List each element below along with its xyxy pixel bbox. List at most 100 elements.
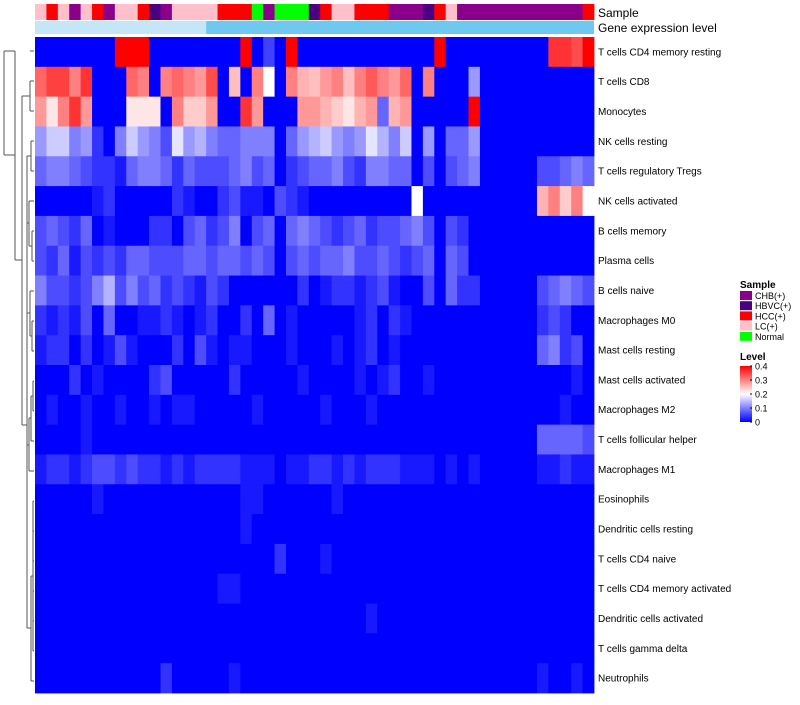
sample-annotation-cell bbox=[571, 4, 583, 20]
heatmap-cell bbox=[240, 66, 253, 98]
heatmap-cell bbox=[548, 37, 561, 68]
heatmap-cell bbox=[114, 66, 127, 98]
heatmap-cell bbox=[468, 275, 481, 306]
heatmap-cell bbox=[228, 454, 241, 485]
heatmap-cell bbox=[457, 365, 469, 396]
heatmap-cell bbox=[502, 275, 515, 306]
row-label: B cells memory bbox=[598, 226, 666, 237]
heatmap-cell bbox=[445, 126, 458, 157]
heatmap-cell bbox=[194, 37, 207, 68]
heatmap-cell bbox=[479, 305, 492, 336]
sample-annotation-cell bbox=[582, 4, 595, 20]
heatmap-cell bbox=[126, 186, 139, 217]
heatmap-cell bbox=[320, 573, 333, 604]
sample-annotation-cell bbox=[114, 4, 127, 20]
heatmap-cell bbox=[171, 186, 184, 217]
heatmap-cell bbox=[103, 514, 116, 545]
heatmap-cell bbox=[217, 305, 230, 336]
heatmap-cell bbox=[468, 96, 481, 127]
heatmap-cell bbox=[411, 454, 424, 485]
sample-annotation-cell bbox=[320, 4, 333, 20]
heatmap-cell bbox=[149, 365, 161, 396]
heatmap-cell bbox=[479, 335, 492, 366]
heatmap-cell bbox=[297, 186, 310, 217]
heatmap-cell bbox=[377, 573, 390, 604]
heatmap-cell bbox=[149, 126, 161, 157]
heatmap-cell bbox=[354, 543, 367, 575]
heatmap-cell bbox=[502, 365, 515, 396]
heatmap-cell bbox=[240, 663, 253, 694]
heatmap-cell bbox=[240, 573, 253, 604]
heatmap-cell bbox=[331, 514, 344, 545]
heatmap-cell bbox=[103, 365, 116, 396]
heatmap-cell bbox=[536, 663, 549, 694]
heatmap-cell bbox=[502, 66, 515, 98]
heatmap-cell bbox=[548, 156, 561, 187]
heatmap-cell bbox=[274, 424, 287, 455]
heatmap-cell bbox=[400, 394, 412, 426]
heatmap-cell bbox=[457, 454, 469, 485]
heatmap-cell bbox=[240, 37, 253, 68]
row-label: Neutrophils bbox=[598, 674, 649, 685]
heatmap-cell bbox=[548, 543, 561, 575]
heatmap-cell bbox=[149, 454, 161, 485]
heatmap-cell bbox=[559, 215, 572, 247]
heatmap-cell bbox=[377, 603, 390, 634]
heatmap-cell bbox=[571, 633, 583, 664]
heatmap-cell bbox=[422, 454, 435, 485]
heatmap-cell bbox=[35, 573, 47, 604]
heatmap-cell bbox=[331, 156, 344, 187]
heatmap-cell bbox=[103, 394, 116, 426]
heatmap-cell bbox=[274, 186, 287, 217]
heatmap-cell bbox=[536, 454, 549, 485]
heatmap-cell bbox=[320, 186, 333, 217]
heatmap-cell bbox=[434, 663, 447, 694]
heatmap-cell bbox=[434, 66, 447, 98]
heatmap-cell bbox=[354, 186, 367, 217]
heatmap-cell bbox=[57, 454, 70, 485]
heatmap-cell bbox=[468, 335, 481, 366]
heatmap-cell bbox=[582, 156, 595, 187]
heatmap-cell bbox=[400, 335, 412, 366]
heatmap-cell bbox=[411, 245, 424, 276]
heatmap-cell bbox=[400, 573, 412, 604]
heatmap-cell bbox=[274, 245, 287, 276]
heatmap-cell bbox=[171, 514, 184, 545]
heatmap-cell bbox=[251, 394, 264, 426]
heatmap-cell bbox=[57, 424, 70, 455]
heatmap-cell bbox=[536, 126, 549, 157]
heatmap-cell bbox=[57, 275, 70, 306]
heatmap-cell bbox=[251, 66, 264, 98]
heatmap-cell bbox=[422, 37, 435, 68]
row-label: T cells CD4 memory resting bbox=[598, 47, 721, 58]
heatmap-cell bbox=[160, 633, 173, 664]
heatmap-cell bbox=[274, 603, 287, 634]
heatmap-cell bbox=[548, 365, 561, 396]
heatmap-cell bbox=[548, 484, 561, 515]
heatmap-cell bbox=[217, 275, 230, 306]
heatmap-cell bbox=[35, 215, 47, 247]
heatmap-cell bbox=[183, 365, 196, 396]
heatmap-cell bbox=[251, 365, 264, 396]
heatmap-cell bbox=[491, 663, 504, 694]
heatmap-cell bbox=[308, 335, 321, 366]
heatmap-cell bbox=[251, 424, 264, 455]
heatmap-cell bbox=[582, 394, 595, 426]
heatmap-cell bbox=[183, 603, 196, 634]
heatmap-cell bbox=[263, 663, 275, 694]
heatmap-cell bbox=[285, 186, 298, 217]
heatmap-cell bbox=[149, 663, 161, 694]
heatmap-cell bbox=[400, 603, 412, 634]
heatmap-cell bbox=[69, 305, 82, 336]
heatmap-cell bbox=[114, 394, 127, 426]
heatmap-cell bbox=[308, 96, 321, 127]
heatmap-cell bbox=[331, 394, 344, 426]
heatmap-cell bbox=[502, 633, 515, 664]
heatmap-cell bbox=[445, 335, 458, 366]
heatmap-cell bbox=[422, 484, 435, 515]
heatmap-cell bbox=[445, 484, 458, 515]
heatmap-cell bbox=[217, 365, 230, 396]
heatmap-cell bbox=[400, 454, 412, 485]
heatmap-cell bbox=[206, 365, 218, 396]
heatmap-cell bbox=[69, 275, 82, 306]
